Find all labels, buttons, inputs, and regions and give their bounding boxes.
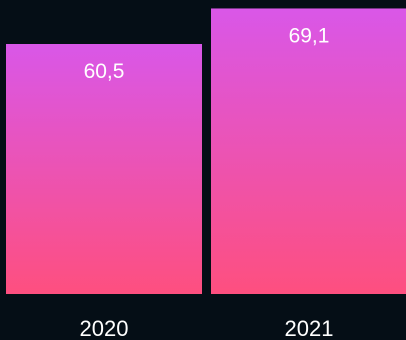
x-axis-ticks-layer: 2020 2021 bbox=[80, 316, 334, 340]
bars-layer bbox=[6, 8, 406, 295]
x-tick-label-2021: 2021 bbox=[285, 316, 334, 340]
value-labels-layer: 60,5 69,1 bbox=[84, 24, 330, 83]
bar-2021 bbox=[211, 8, 406, 295]
x-tick-label-2020: 2020 bbox=[80, 316, 129, 340]
bar-2020 bbox=[6, 44, 202, 294]
value-label-2021: 69,1 bbox=[289, 24, 330, 47]
value-label-2020: 60,5 bbox=[84, 60, 125, 83]
